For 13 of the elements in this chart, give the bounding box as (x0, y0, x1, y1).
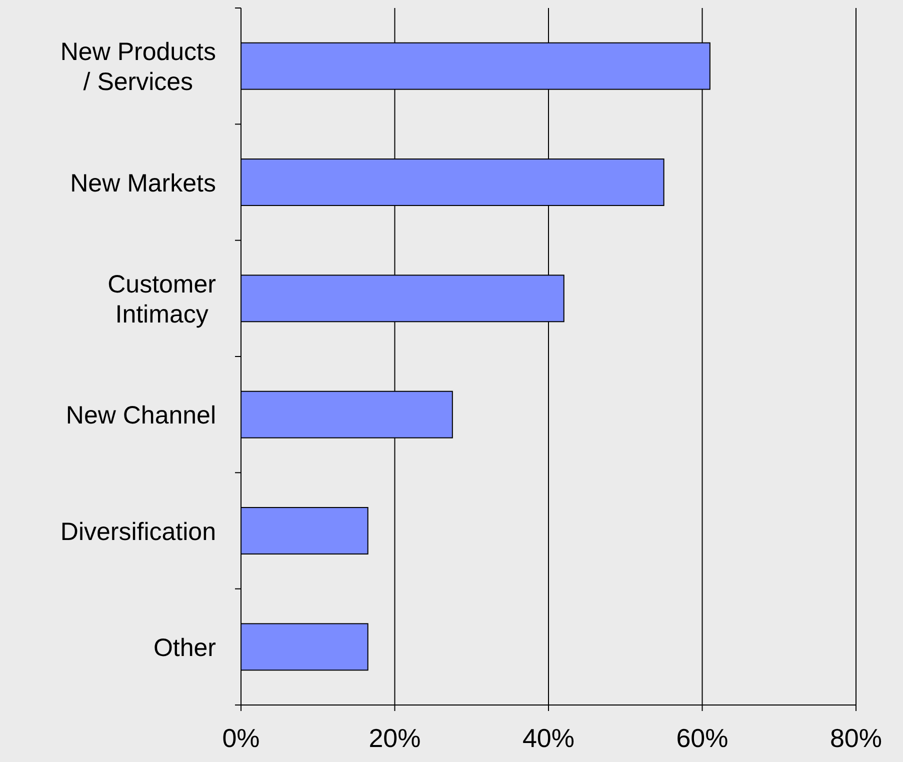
y-tick-label: Customer Intimacy (108, 270, 216, 328)
bar (240, 623, 368, 671)
x-tick-label: 80% (830, 723, 882, 753)
y-tick-label: Other (153, 634, 216, 662)
y-tick-label: New Products / Services (60, 38, 216, 96)
x-tick-label: 60% (676, 723, 728, 753)
x-tick-label: 0% (222, 723, 260, 753)
bar (240, 507, 368, 554)
x-tick-label: 20% (368, 723, 421, 753)
y-tick-label: New Markets (70, 169, 216, 198)
y-tick-label: Diversification (60, 518, 216, 546)
x-tick-label: 40% (522, 723, 575, 753)
y-tick-label: New Channel (66, 402, 216, 430)
